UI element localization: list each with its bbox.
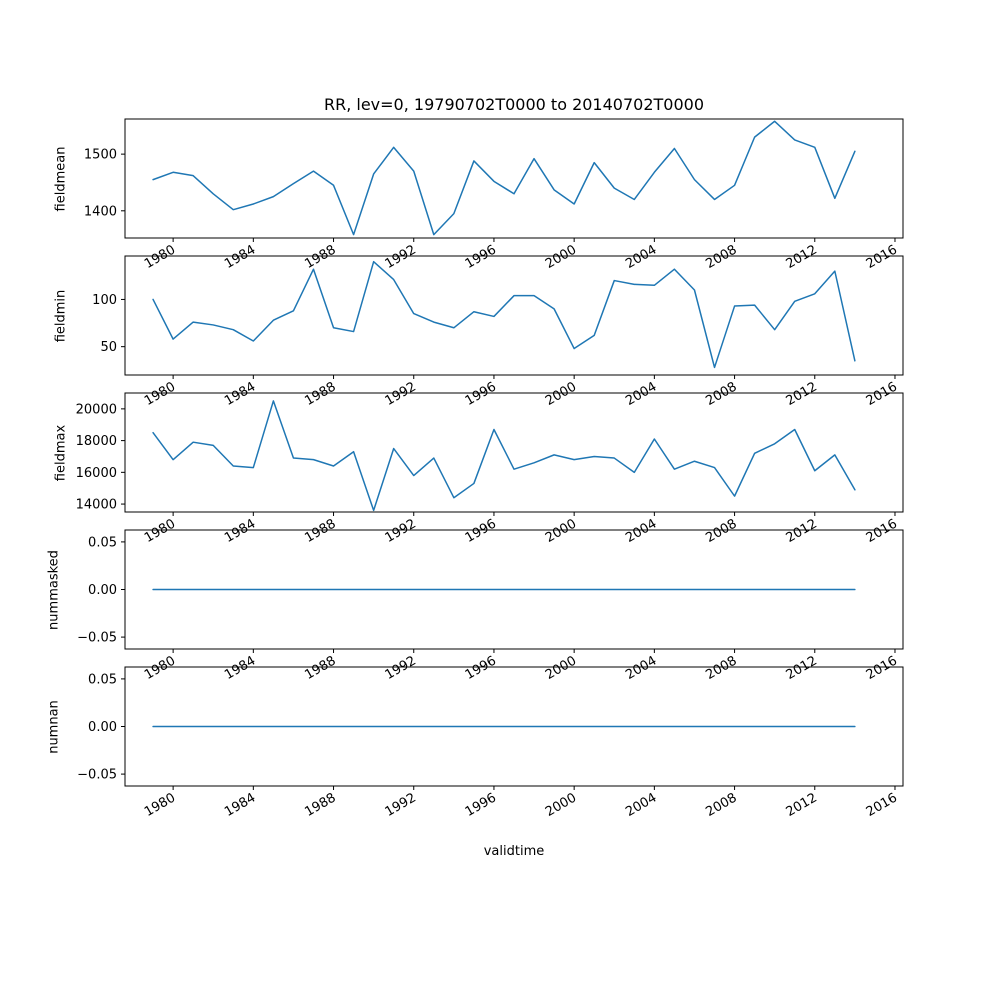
fieldmax-axis-label: fieldmax [53, 424, 69, 481]
x-axis-label: validtime [483, 844, 545, 859]
svg-text:1988: 1988 [302, 790, 338, 820]
fieldmin-plot: 1980 1984 1988 1992 1996 2000 2004 2008 2012 2016… [92, 255, 904, 409]
svg-text:50: 50 [100, 340, 117, 355]
subplot-fieldmax: fieldmax 1980 1984 1988 1992 1996 2000 2004 200… [54, 392, 904, 546]
svg-text:2004: 2004 [623, 790, 659, 820]
svg-text:2016: 2016 [864, 790, 900, 820]
svg-text:2000: 2000 [543, 790, 579, 820]
svg-text:0.05: 0.05 [88, 672, 117, 687]
svg-text:2012: 2012 [784, 790, 820, 820]
svg-text:1996: 1996 [463, 790, 499, 820]
fieldmax-plot: 1980 1984 1988 1992 1996 2000 2004 2008 2012 2016… [76, 392, 904, 546]
svg-text:1400: 1400 [84, 204, 117, 219]
numnan-axis-label: numnan [46, 699, 62, 754]
svg-text:16000: 16000 [76, 466, 117, 481]
svg-text:20000: 20000 [76, 402, 117, 417]
svg-text:1980: 1980 [142, 790, 178, 820]
subplot-fieldmin: fieldmin 1980 1984 1988 1992 1996 2000 2004 200… [54, 255, 904, 409]
chart-title: RR, lev=0, 19790702T0000 to 20140702T000… [323, 95, 704, 114]
svg-text:100: 100 [92, 293, 117, 308]
svg-text:18000: 18000 [76, 434, 117, 449]
svg-text:1500: 1500 [84, 148, 117, 163]
svg-text:2008: 2008 [703, 790, 739, 820]
svg-text:0.00: 0.00 [88, 583, 117, 598]
svg-text:1984: 1984 [222, 790, 258, 820]
numnan-plot: 1980 1984 1988 1992 1996 2000 2004 2008 2012 2016… [77, 666, 904, 820]
fieldmean-plot: 1980 1984 1988 1992 1996 2000 2004 2008 2012 2016… [84, 118, 904, 272]
svg-text:1992: 1992 [383, 790, 419, 820]
svg-text:0.00: 0.00 [88, 720, 117, 735]
svg-text:−0.05: −0.05 [77, 631, 117, 646]
fieldmin-axis-label: fieldmin [53, 289, 69, 342]
subplot-numnan: numnan 1980 1984 1988 1992 1996 2000 2004 2008 2… [47, 666, 904, 820]
svg-text:14000: 14000 [76, 498, 117, 513]
subplot-nummasked: nummasked 1980 1984 1988 1992 1996 2000 2004 20… [47, 529, 904, 683]
nummasked-plot: 1980 1984 1988 1992 1996 2000 2004 2008 2012 2016… [77, 529, 904, 683]
nummasked-axis-label: nummasked [46, 549, 62, 630]
subplot-fieldmean: fieldmean 1980 1984 1988 1992 1996 2000 2004 20… [54, 118, 904, 272]
svg-text:0.05: 0.05 [88, 535, 117, 550]
fieldmean-axis-label: fieldmean [53, 146, 69, 211]
svg-text:−0.05: −0.05 [77, 768, 117, 783]
